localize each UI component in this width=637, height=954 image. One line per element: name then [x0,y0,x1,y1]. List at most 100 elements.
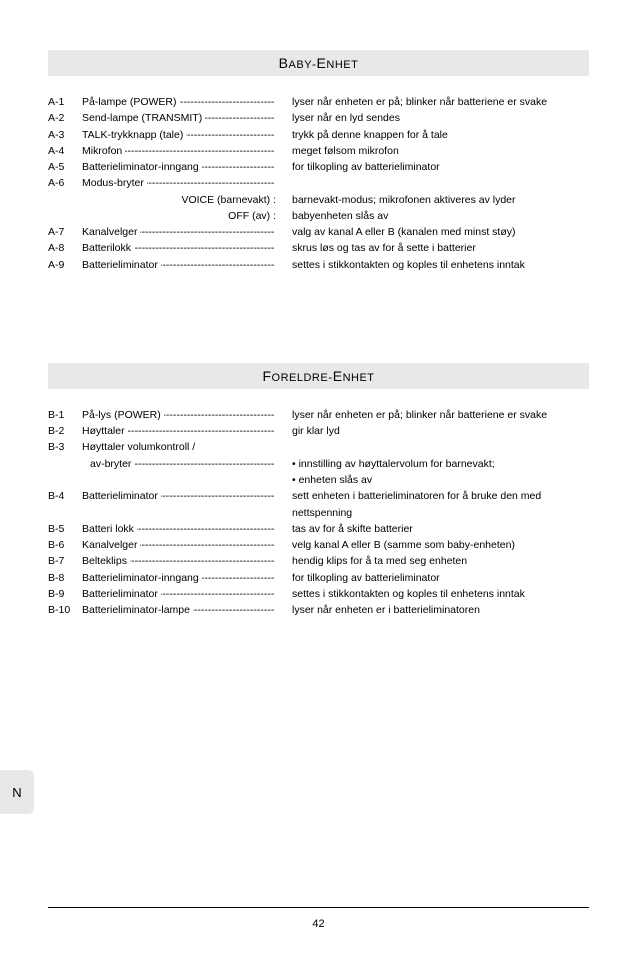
entry-description: lyser når en lyd sendes [282,110,589,126]
entry-label: Mikrofon [82,143,282,159]
entry-row: B-5Batteri lokktas av for å skifte batte… [48,521,589,537]
entry-label: Batterilokk [82,240,282,256]
entry-row: OFF (av) :babyenheten slås av [48,208,589,224]
entry-code [48,456,82,472]
entry-code: B-9 [48,586,82,602]
entry-description: tas av for å skifte batterier [282,521,589,537]
entry-label: Modus-bryter [82,175,282,191]
entry-label: Batterieliminator-inngang [82,159,282,175]
entry-description: hendig klips for å ta med seg enheten [282,553,589,569]
entry-label: VOICE (barnevakt) : [82,192,282,208]
entry-description: sett enheten i batterieliminatoren for å… [282,488,589,521]
entry-code: B-2 [48,423,82,439]
entry-description: velg kanal A eller B (samme som baby-enh… [282,537,589,553]
entry-code [48,208,82,224]
entry-description: settes i stikkontakten og koples til enh… [282,586,589,602]
entry-description: for tilkopling av batterieliminator [282,159,589,175]
entry-label: Belteklips [82,553,282,569]
entry-description: meget følsom mikrofon [282,143,589,159]
entry-code: B-5 [48,521,82,537]
entry-description: trykk på denne knappen for å tale [282,127,589,143]
entry-code: A-4 [48,143,82,159]
entry-code: A-5 [48,159,82,175]
entry-description: • enheten slås av [282,472,589,488]
entry-code: A-1 [48,94,82,110]
entry-row: • enheten slås av [48,472,589,488]
entry-description: skrus løs og tas av for å sette i batter… [282,240,589,256]
entry-code: B-6 [48,537,82,553]
entry-row: A-8Batterilokkskrus løs og tas av for å … [48,240,589,256]
entry-label: Batterieliminator-inngang [82,570,282,586]
entry-code: A-9 [48,257,82,273]
entry-row: B-8Batterieliminator-inngangfor tilkopli… [48,570,589,586]
entry-description: lyser når enheten er på; blinker når bat… [282,407,589,423]
entry-label [82,472,282,488]
language-tab: N [0,770,34,814]
entry-description: lyser når enheten er på; blinker når bat… [282,94,589,110]
entry-code: A-2 [48,110,82,126]
entry-code: B-8 [48,570,82,586]
entry-row: A-2Send-lampe (TRANSMIT)lyser når en lyd… [48,110,589,126]
entry-code: A-6 [48,175,82,191]
entry-row: A-9Batterieliminatorsettes i stikkontakt… [48,257,589,273]
section-title: BABY-ENHET [279,57,359,71]
entry-description [282,175,589,191]
entry-row: B-9Batterieliminatorsettes i stikkontakt… [48,586,589,602]
entry-label: Kanalvelger [82,224,282,240]
entry-row: B-7Belteklipshendig klips for å ta med s… [48,553,589,569]
entry-row: A-1På-lampe (POWER)lyser når enheten er … [48,94,589,110]
entry-label: av-bryter [82,456,282,472]
entry-row: A-4Mikrofonmeget følsom mikrofon [48,143,589,159]
entry-description: barnevakt-modus; mikrofonen aktiveres av… [282,192,589,208]
entry-description: lyser når enheten er i batterieliminator… [282,602,589,618]
entry-code [48,192,82,208]
entry-code: A-7 [48,224,82,240]
entry-list-a: A-1På-lampe (POWER)lyser når enheten er … [48,94,589,273]
entry-row: VOICE (barnevakt) :barnevakt-modus; mikr… [48,192,589,208]
entry-label: Batterieliminator [82,488,282,521]
entry-row: B-1På-lys (POWER)lyser når enheten er på… [48,407,589,423]
entry-row: B-10Batterieliminator-lampelyser når enh… [48,602,589,618]
entry-code: A-3 [48,127,82,143]
entry-description: • innstilling av høyttalervolum for barn… [282,456,589,472]
entry-row: B-2Høyttalergir klar lyd [48,423,589,439]
entry-row: av-bryter• innstilling av høyttalervolum… [48,456,589,472]
entry-label: Høyttaler [82,423,282,439]
entry-description: gir klar lyd [282,423,589,439]
entry-label: Send-lampe (TRANSMIT) [82,110,282,126]
entry-code: B-1 [48,407,82,423]
section-header-foreldre: FORELDRE-ENHET [48,363,589,389]
entry-code: B-3 [48,439,82,455]
entry-code: B-10 [48,602,82,618]
entry-code: A-8 [48,240,82,256]
entry-row: A-3TALK-trykknapp (tale)trykk på denne k… [48,127,589,143]
entry-label: TALK-trykknapp (tale) [82,127,282,143]
entry-description: settes i stikkontakten og koples til enh… [282,257,589,273]
footer-rule [48,907,589,908]
page-number: 42 [0,918,637,930]
entry-code [48,472,82,488]
entry-label: OFF (av) : [82,208,282,224]
section-header-baby: BABY-ENHET [48,50,589,76]
entry-label: Batterieliminator-lampe [82,602,282,618]
entry-row: B-4Batterieliminatorsett enheten i batte… [48,488,589,521]
entry-label: På-lys (POWER) [82,407,282,423]
entry-label: Batterieliminator [82,257,282,273]
entry-row: B-3Høyttaler volumkontroll / [48,439,589,455]
entry-code: B-4 [48,488,82,521]
entry-list-b: B-1På-lys (POWER)lyser når enheten er på… [48,407,589,618]
entry-label: Kanalvelger [82,537,282,553]
entry-code: B-7 [48,553,82,569]
entry-label: Batterieliminator [82,586,282,602]
entry-description: valg av kanal A eller B (kanalen med min… [282,224,589,240]
entry-label: Høyttaler volumkontroll / [82,439,282,455]
entry-row: A-5Batterieliminator-inngangfor tilkopli… [48,159,589,175]
entry-row: A-6Modus-bryter [48,175,589,191]
entry-description [282,439,589,455]
language-tab-label: N [12,785,21,800]
entry-description: for tilkopling av batterieliminator [282,570,589,586]
entry-row: A-7Kanalvelgervalg av kanal A eller B (k… [48,224,589,240]
entry-label: Batteri lokk [82,521,282,537]
section-title: FORELDRE-ENHET [262,370,374,384]
entry-description: babyenheten slås av [282,208,589,224]
